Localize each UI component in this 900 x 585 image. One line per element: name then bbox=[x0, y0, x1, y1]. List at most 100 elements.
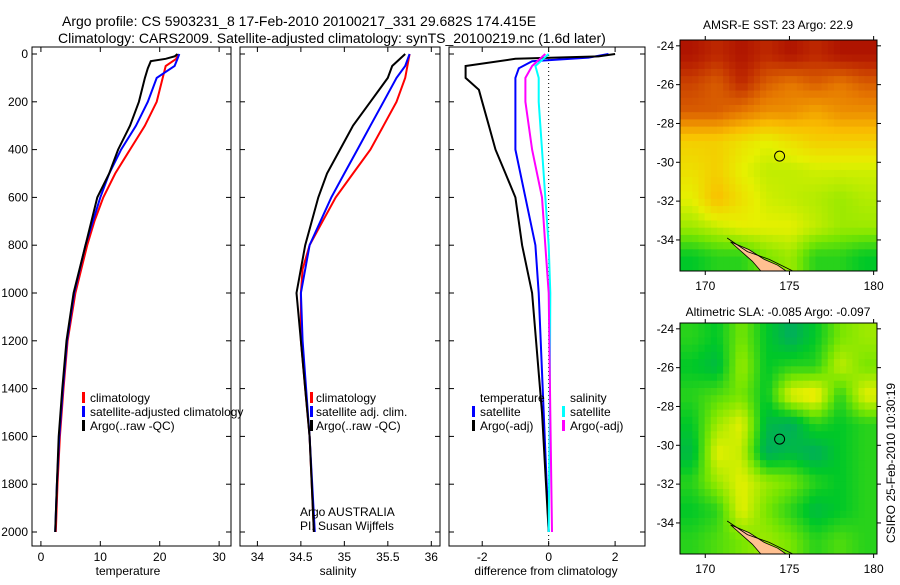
heatmap-cell bbox=[796, 380, 804, 389]
heatmap-cell bbox=[735, 119, 743, 128]
heatmap-cell bbox=[815, 83, 823, 92]
heatmap-cell bbox=[686, 323, 693, 331]
heatmap-cell bbox=[686, 503, 693, 512]
heatmap-cell bbox=[723, 380, 730, 389]
heatmap-cell bbox=[698, 148, 706, 157]
heatmap-cell bbox=[698, 467, 706, 476]
heatmap-cell bbox=[809, 76, 817, 84]
heatmap-cell bbox=[784, 191, 792, 200]
heatmap-cell bbox=[864, 61, 872, 70]
heatmap-cell bbox=[803, 373, 810, 382]
heatmap-cell bbox=[858, 366, 866, 375]
heatmap-cell bbox=[846, 54, 853, 63]
heatmap-cell bbox=[760, 351, 767, 360]
heatmap-cell bbox=[870, 359, 877, 367]
heatmap-cell bbox=[864, 220, 872, 229]
heatmap-cell bbox=[741, 323, 749, 331]
heatmap-cell bbox=[809, 234, 817, 243]
heatmap-cell bbox=[692, 323, 700, 331]
heatmap-cell bbox=[698, 525, 706, 533]
heatmap-cell bbox=[716, 359, 724, 367]
heatmap-cell bbox=[741, 366, 749, 375]
legend-label: climatology bbox=[316, 391, 376, 405]
heatmap-cell bbox=[680, 431, 687, 440]
heatmap-cell bbox=[870, 256, 877, 265]
heatmap-cell bbox=[840, 366, 847, 375]
heatmap-cell bbox=[790, 517, 798, 526]
heatmap-cell bbox=[840, 503, 847, 512]
heatmap-cell bbox=[821, 452, 829, 461]
heatmap-cell bbox=[766, 409, 773, 418]
y-tick-label: 1600 bbox=[1, 429, 28, 443]
heatmap-cell bbox=[753, 387, 761, 396]
heatmap-cell bbox=[772, 344, 780, 353]
heatmap-cell bbox=[858, 496, 866, 505]
heatmap-cell bbox=[698, 90, 706, 99]
heatmap-cell bbox=[760, 83, 767, 92]
heatmap-cell bbox=[686, 525, 693, 533]
heatmap-cell bbox=[741, 184, 749, 193]
heatmap-cell bbox=[729, 496, 737, 505]
heatmap-cell bbox=[846, 119, 853, 128]
heatmap-cell bbox=[772, 256, 780, 265]
heatmap-cell bbox=[870, 133, 877, 142]
heatmap-cell bbox=[716, 184, 724, 193]
heatmap-cell bbox=[704, 452, 712, 461]
heatmap-cell bbox=[741, 148, 749, 157]
heatmap-cell bbox=[821, 133, 829, 142]
heatmap-cell bbox=[704, 155, 712, 164]
heatmap-cell bbox=[723, 148, 730, 157]
heatmap-cell bbox=[840, 68, 847, 77]
heatmap-cell bbox=[772, 452, 780, 461]
argo-float-location-marker bbox=[774, 150, 786, 162]
heatmap-cell bbox=[704, 431, 712, 440]
heatmap-cell bbox=[864, 169, 872, 178]
heatmap-cell bbox=[864, 366, 872, 375]
heatmap-cell bbox=[846, 503, 853, 512]
heatmap-cell bbox=[870, 141, 877, 149]
heatmap-cell bbox=[747, 474, 755, 483]
heatmap-cell bbox=[735, 431, 743, 440]
heatmap-cell bbox=[723, 112, 730, 121]
heatmap-cell bbox=[827, 546, 835, 554]
heatmap-cell bbox=[741, 155, 749, 164]
heatmap-cell bbox=[753, 169, 761, 178]
heatmap-cell bbox=[760, 330, 767, 339]
heatmap-cell bbox=[778, 416, 786, 425]
difference-profile-panel: -2 0 2 bbox=[448, 46, 646, 564]
heatmap-cell bbox=[852, 489, 860, 497]
heatmap-cell bbox=[821, 83, 829, 92]
heatmap-cell bbox=[790, 467, 798, 476]
heatmap-cell bbox=[766, 162, 773, 171]
heatmap-cell bbox=[809, 162, 817, 171]
heatmap-cell bbox=[815, 539, 823, 548]
heatmap-cell bbox=[778, 104, 786, 113]
heatmap-cell bbox=[735, 409, 743, 418]
heatmap-cell bbox=[827, 40, 835, 48]
heatmap-cell bbox=[723, 395, 730, 404]
heatmap-cell bbox=[846, 402, 853, 411]
heatmap-cell bbox=[864, 416, 872, 425]
heatmap-cell bbox=[698, 97, 706, 106]
heatmap-cell bbox=[710, 438, 718, 447]
heatmap-cell bbox=[680, 133, 687, 142]
heatmap-cell bbox=[840, 220, 847, 229]
heatmap-cell bbox=[686, 496, 693, 505]
heatmap-cell bbox=[852, 112, 860, 121]
heatmap-cell bbox=[741, 359, 749, 367]
heatmap-cell bbox=[833, 61, 841, 70]
heatmap-cell bbox=[766, 90, 773, 99]
heatmap-cell bbox=[766, 249, 773, 258]
heatmap-cell bbox=[821, 177, 829, 185]
heatmap-cell bbox=[704, 90, 712, 99]
y-tick-label: -30 bbox=[657, 155, 675, 169]
heatmap-cell bbox=[723, 68, 730, 77]
heatmap-cell bbox=[680, 351, 687, 360]
heatmap-cell bbox=[766, 387, 773, 396]
heatmap-cell bbox=[723, 387, 730, 396]
heatmap-cell bbox=[680, 525, 687, 533]
heatmap-cell bbox=[827, 431, 835, 440]
heatmap-cell bbox=[735, 517, 743, 526]
heatmap-cell bbox=[833, 380, 841, 389]
heatmap-cell bbox=[821, 68, 829, 77]
